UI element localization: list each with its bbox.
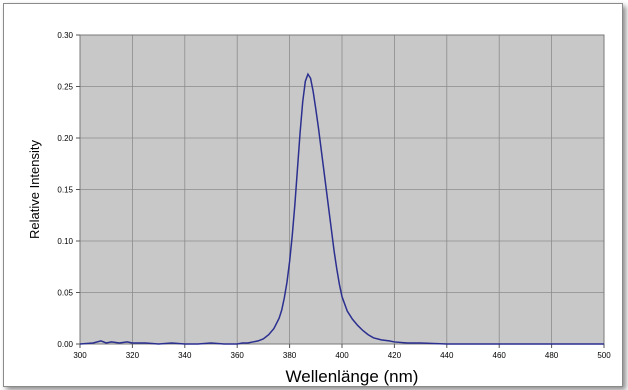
y-tick-label: 0.25 — [57, 83, 73, 92]
y-tick-label: 0.10 — [57, 237, 73, 246]
y-tick-label: 0.00 — [57, 340, 73, 349]
x-tick-label: 380 — [283, 351, 297, 360]
x-tick-label: 460 — [493, 351, 507, 360]
x-tick-label: 400 — [335, 351, 349, 360]
y-tick-label: 0.30 — [57, 31, 73, 40]
x-axis-label: Wellenlänge (nm) — [286, 367, 419, 386]
x-tick-label: 320 — [126, 351, 140, 360]
tick-labels: 300 320 340 360 380 400 420 440 460 480 500 0.00 0.0… — [57, 31, 611, 360]
x-tick-label: 420 — [388, 351, 402, 360]
y-axis-label: Relative Intensity — [27, 140, 42, 239]
y-tick-label: 0.05 — [57, 289, 73, 298]
x-tick-label: 440 — [440, 351, 454, 360]
y-tick-label: 0.20 — [57, 134, 73, 143]
x-tick-label: 480 — [545, 351, 559, 360]
x-tick-label: 360 — [231, 351, 245, 360]
x-tick-label: 300 — [73, 351, 87, 360]
x-tick-label: 340 — [178, 351, 192, 360]
y-tick-label: 0.15 — [57, 186, 73, 195]
series-line — [79, 72, 604, 345]
x-tick-label: 500 — [597, 351, 611, 360]
